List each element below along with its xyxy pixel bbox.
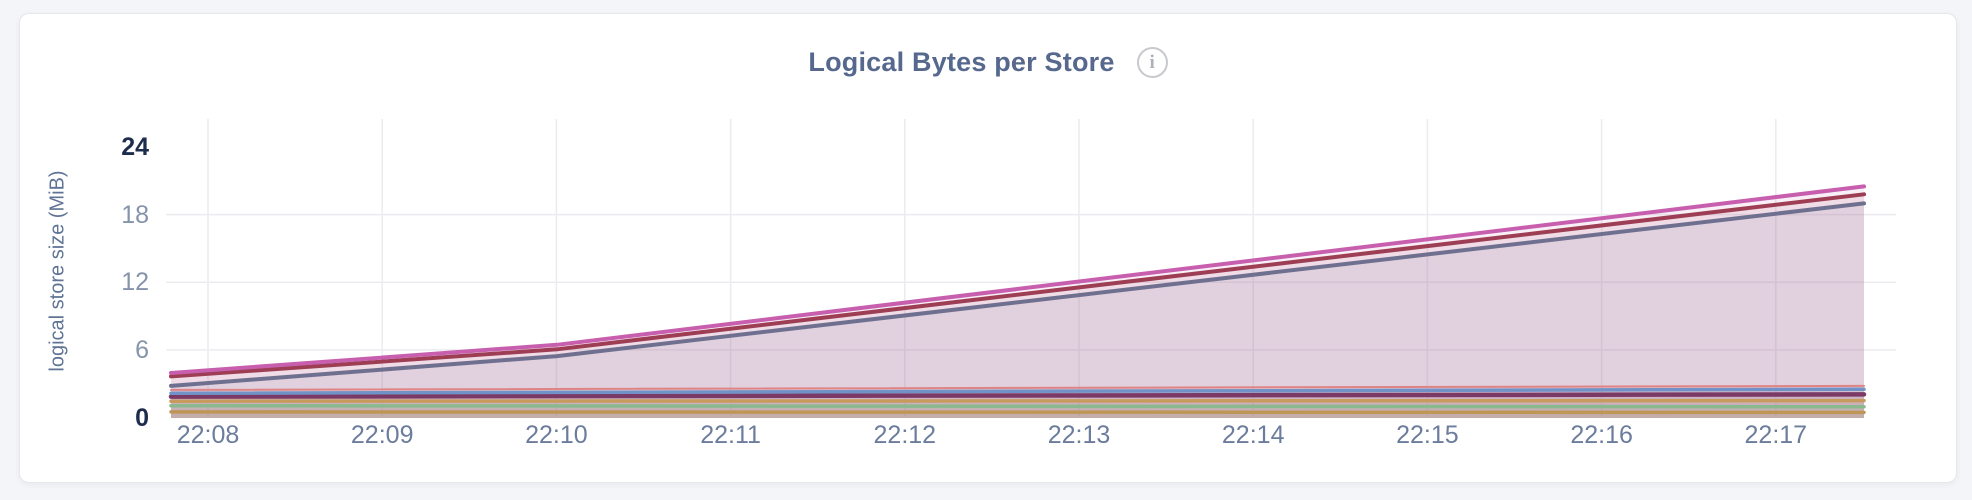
x-tick-label: 22:15 <box>1396 421 1459 449</box>
x-tick-label: 22:09 <box>350 421 414 449</box>
x-tick-label: 22:13 <box>1047 421 1111 449</box>
series-line <box>169 403 1866 409</box>
series-line <box>169 184 1866 375</box>
x-tick-label: 22:08 <box>176 421 240 449</box>
series-line <box>169 201 1866 388</box>
series-line <box>169 410 1866 415</box>
series-line <box>170 384 1865 391</box>
chart-header: Logical Bytes per Store i <box>20 47 1956 78</box>
y-tick-label: 6 <box>135 335 149 364</box>
x-tick-label: 22:16 <box>1570 421 1633 449</box>
y-tick-label: 18 <box>121 200 149 229</box>
series-fill <box>171 194 1864 418</box>
chart-card: Logical Bytes per Store i logical store … <box>19 13 1957 483</box>
chart-title: Logical Bytes per Store <box>808 47 1115 77</box>
y-tick-label: 24 <box>121 133 149 161</box>
x-tick-label: 22:11 <box>700 421 761 449</box>
series-line <box>169 398 1866 403</box>
x-tick-label: 22:14 <box>1221 421 1285 449</box>
x-tick-label: 22:12 <box>873 421 937 449</box>
series-line <box>169 192 1866 379</box>
x-tick-label: 22:17 <box>1744 421 1808 449</box>
y-tick-label: 12 <box>121 268 149 297</box>
chart-plot-area[interactable] <box>20 14 1958 484</box>
series-line <box>169 387 1866 396</box>
y-tick-label: 0 <box>135 403 149 432</box>
series-fill <box>171 203 1864 418</box>
info-icon[interactable]: i <box>1136 47 1168 78</box>
x-tick-label: 22:10 <box>525 421 588 449</box>
series-line <box>168 392 1867 399</box>
